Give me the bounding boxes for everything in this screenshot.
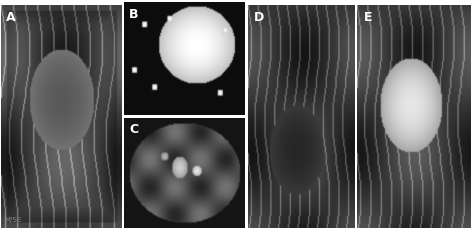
Text: D: D: [254, 11, 264, 24]
Text: B: B: [129, 8, 138, 21]
Text: C: C: [129, 123, 138, 136]
Text: A: A: [6, 11, 16, 24]
Text: E: E: [364, 11, 373, 24]
Text: M/SE: M/SE: [4, 217, 22, 223]
